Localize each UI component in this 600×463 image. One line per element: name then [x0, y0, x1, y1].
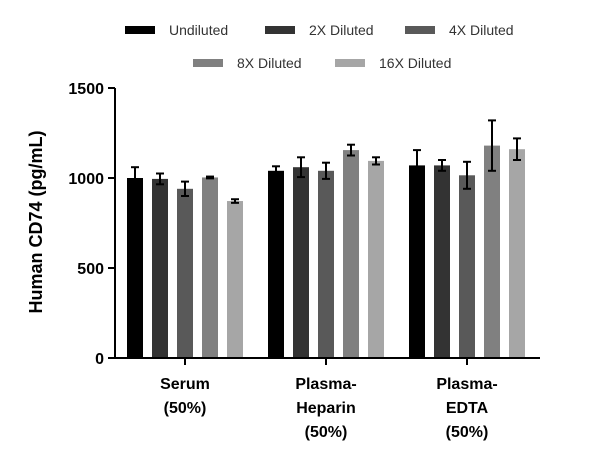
- bar: [177, 188, 193, 358]
- x-category-label: Plasma-: [436, 376, 497, 393]
- bar: [409, 165, 425, 358]
- legend-label: Undiluted: [169, 22, 228, 38]
- bar: [434, 165, 450, 358]
- error-bar: [463, 160, 471, 190]
- error-bar: [413, 149, 421, 182]
- legend-swatch: [335, 59, 365, 67]
- bar: [459, 175, 475, 358]
- bar: [227, 201, 243, 358]
- x-category-label: (50%): [446, 424, 489, 441]
- y-tick-label: 1500: [68, 81, 104, 98]
- x-category-label: Heparin: [296, 400, 356, 417]
- x-category-label: Serum: [160, 376, 210, 393]
- error-bar: [272, 165, 280, 177]
- error-bar: [131, 166, 139, 190]
- bar: [268, 170, 284, 358]
- legend-item: Undiluted: [125, 22, 228, 38]
- bar: [484, 145, 500, 358]
- y-tick-label: 0: [95, 351, 104, 368]
- y-axis-label: Human CD74 (pg/mL): [26, 130, 46, 313]
- x-category-label: Plasma-: [295, 376, 356, 393]
- legend-label: 2X Diluted: [309, 22, 374, 38]
- error-bar: [206, 175, 214, 180]
- legend-label: 16X Diluted: [379, 55, 451, 71]
- legend-item: 2X Diluted: [265, 22, 374, 38]
- error-bar: [181, 180, 189, 197]
- legend-label: 8X Diluted: [237, 55, 302, 71]
- bar: [293, 167, 309, 358]
- error-bar: [438, 159, 446, 172]
- error-bar: [488, 119, 496, 172]
- legend-label: 4X Diluted: [449, 22, 514, 38]
- legend-swatch: [405, 26, 435, 34]
- error-bar: [231, 198, 239, 204]
- bars: [127, 119, 525, 358]
- bar: [509, 149, 525, 358]
- error-bar: [322, 161, 330, 180]
- x-category-label: EDTA: [446, 400, 489, 417]
- x-category-label: (50%): [305, 424, 348, 441]
- error-bar: [156, 172, 164, 186]
- error-bar: [372, 156, 380, 166]
- bar: [127, 178, 143, 358]
- x-category-label: (50%): [164, 400, 207, 417]
- legend-item: 8X Diluted: [193, 55, 302, 71]
- legend-swatch: [193, 59, 223, 67]
- bar: [343, 150, 359, 358]
- legend-item: 4X Diluted: [405, 22, 514, 38]
- y-axis: 0 500 1000 1500: [68, 81, 116, 368]
- legend: Undiluted 2X Diluted 4X Diluted 8X Diluted 1…: [125, 22, 514, 71]
- legend-swatch: [265, 26, 295, 34]
- error-bar: [347, 143, 355, 157]
- bar: [202, 177, 218, 358]
- bar: [152, 178, 168, 358]
- error-bar: [297, 156, 305, 179]
- y-tick-label: 500: [77, 261, 104, 278]
- bar: [368, 160, 384, 358]
- error-bar: [513, 137, 521, 161]
- bar: [318, 170, 334, 358]
- x-axis: Serum (50%) Plasma- Heparin (50%) Plasma- EDTA…: [115, 357, 540, 441]
- y-tick-label: 1000: [68, 171, 104, 188]
- legend-item: 16X Diluted: [335, 55, 451, 71]
- legend-swatch: [125, 26, 155, 34]
